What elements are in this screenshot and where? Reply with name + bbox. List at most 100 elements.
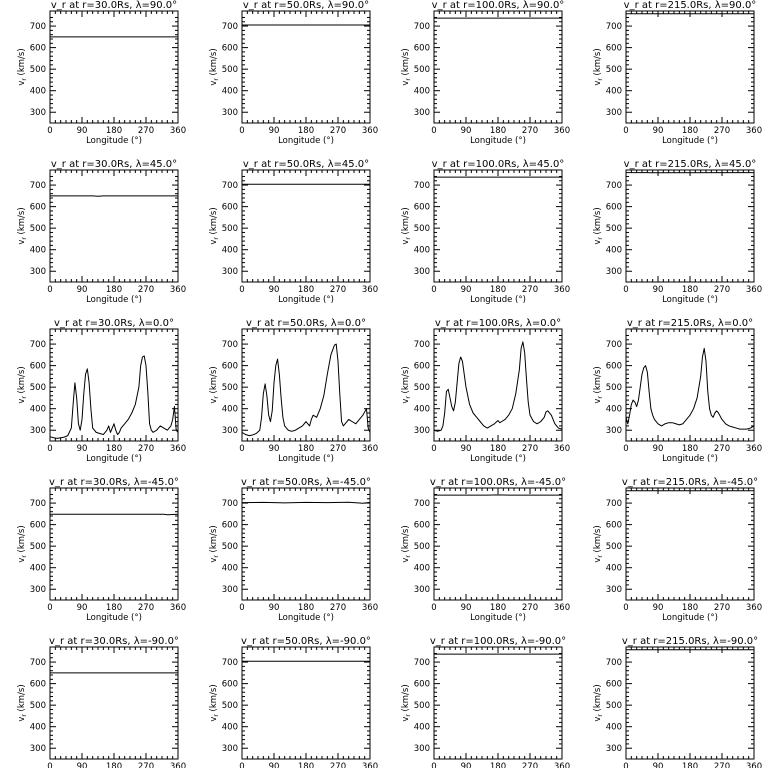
subplot-title: v_r at r=100.0Rs, λ=0.0°	[435, 318, 561, 329]
y-tick-label: 400	[606, 564, 622, 574]
x-tick-label: 90	[269, 603, 280, 613]
x-axis-label: Longitude (°)	[86, 295, 142, 305]
x-axis-label: Longitude (°)	[278, 136, 334, 146]
subplot-1: 0 90 180 270 360 300 400 500 600 700 v_r at r=30.0…	[17, 0, 186, 146]
y-tick-label: 400	[606, 246, 622, 256]
x-tick-label: 0	[623, 603, 628, 613]
y-tick-label: 400	[222, 723, 238, 733]
series-line	[625, 347, 755, 430]
y-tick-label: 600	[414, 203, 430, 213]
x-tick-label: 0	[47, 444, 52, 454]
x-tick-label: 90	[653, 126, 664, 136]
y-tick-label: 500	[30, 383, 46, 393]
y-tick-label: 600	[606, 680, 622, 690]
y-tick-label: 700	[222, 181, 238, 191]
y-tick-label: 700	[30, 22, 46, 32]
x-tick-label: 360	[746, 126, 762, 136]
y-tick-label: 600	[222, 203, 238, 213]
x-tick-label: 360	[362, 285, 378, 295]
x-tick-label: 270	[522, 444, 538, 454]
subplot-2: 0 90 180 270 360 300 400 500 600 700 v_r at r=50.0…	[209, 0, 378, 146]
y-tick-label: 300	[30, 426, 46, 436]
x-tick-label: 270	[714, 762, 730, 768]
x-tick-label: 180	[298, 603, 314, 613]
y-tick-label: 500	[30, 701, 46, 711]
x-tick-label: 90	[77, 285, 88, 295]
y-axis-label: vr (km/s)	[593, 684, 604, 721]
subplot-20: 0 90 180 270 360 300 400 500 600 700 v_r at r=215.…	[593, 636, 762, 768]
y-tick-label: 300	[222, 585, 238, 595]
y-tick-label: 400	[30, 723, 46, 733]
x-tick-label: 180	[490, 603, 506, 613]
subplot-7: 0 90 180 270 360 300 400 500 600 700 v_r at r=100.…	[401, 159, 570, 305]
x-tick-label: 180	[298, 126, 314, 136]
y-tick-label: 400	[222, 87, 238, 97]
y-tick-label: 300	[606, 585, 622, 595]
x-tick-label: 180	[106, 126, 122, 136]
plot-frame	[625, 487, 755, 601]
subplot-title: v_r at r=50.0Rs, λ=90.0°	[243, 0, 369, 11]
plot-frame	[433, 328, 563, 442]
plot-frame	[625, 169, 755, 283]
y-axis-label: vr (km/s)	[401, 525, 412, 562]
y-axis-label: vr (km/s)	[17, 525, 28, 562]
y-tick-label: 500	[606, 383, 622, 393]
x-tick-label: 360	[170, 126, 186, 136]
y-tick-label: 300	[606, 744, 622, 754]
y-tick-label: 600	[222, 521, 238, 531]
x-tick-label: 270	[522, 285, 538, 295]
y-tick-label: 300	[222, 108, 238, 118]
x-axis-label: Longitude (°)	[86, 136, 142, 146]
y-tick-label: 500	[30, 65, 46, 75]
y-tick-label: 600	[222, 680, 238, 690]
x-tick-label: 270	[522, 126, 538, 136]
y-tick-label: 600	[606, 44, 622, 54]
x-axis-label: Longitude (°)	[470, 295, 526, 305]
plot-frame	[625, 10, 755, 124]
x-tick-label: 90	[77, 126, 88, 136]
y-tick-label: 700	[414, 22, 430, 32]
y-axis-label: vr (km/s)	[209, 525, 220, 562]
x-tick-label: 0	[239, 285, 244, 295]
subplot-title: v_r at r=215.0Rs, λ=-45.0°	[622, 477, 758, 488]
x-tick-label: 270	[330, 126, 346, 136]
x-tick-label: 360	[746, 285, 762, 295]
x-tick-label: 0	[431, 444, 436, 454]
x-tick-label: 360	[170, 444, 186, 454]
y-tick-label: 500	[606, 65, 622, 75]
subplot-18: 0 90 180 270 360 300 400 500 600 700 v_r at r=50.0…	[209, 636, 378, 768]
x-tick-label: 360	[554, 762, 570, 768]
y-tick-label: 700	[30, 181, 46, 191]
y-tick-label: 600	[414, 680, 430, 690]
subplot-10: 0 90 180 270 360 300 400 500 600 700 v_r at r=50.0…	[209, 318, 378, 464]
y-axis-label: vr (km/s)	[17, 207, 28, 244]
y-axis-label: vr (km/s)	[209, 207, 220, 244]
y-tick-label: 400	[30, 87, 46, 97]
subplot-16: 0 90 180 270 360 300 400 500 600 700 v_r at r=215.…	[593, 477, 762, 623]
x-tick-label: 180	[298, 762, 314, 768]
x-tick-label: 180	[106, 444, 122, 454]
y-tick-label: 300	[222, 426, 238, 436]
subplot-title: v_r at r=50.0Rs, λ=-45.0°	[241, 477, 371, 488]
x-tick-label: 270	[138, 126, 154, 136]
x-tick-label: 90	[653, 444, 664, 454]
subplot-15: 0 90 180 270 360 300 400 500 600 700 v_r at r=100.…	[401, 477, 570, 623]
y-tick-label: 600	[30, 44, 46, 54]
x-tick-label: 270	[714, 285, 730, 295]
y-tick-label: 300	[222, 267, 238, 277]
plot-frame	[49, 169, 179, 283]
plot-frame	[241, 487, 371, 601]
x-tick-label: 0	[623, 444, 628, 454]
x-tick-label: 0	[47, 285, 52, 295]
y-axis-label: vr (km/s)	[209, 366, 220, 403]
subplot-title: v_r at r=30.0Rs, λ=0.0°	[54, 318, 174, 329]
y-tick-label: 400	[30, 246, 46, 256]
y-tick-label: 300	[606, 426, 622, 436]
y-tick-label: 400	[414, 564, 430, 574]
y-tick-label: 400	[414, 87, 430, 97]
y-tick-label: 600	[30, 680, 46, 690]
x-tick-label: 0	[623, 285, 628, 295]
x-tick-label: 360	[554, 444, 570, 454]
y-tick-label: 600	[30, 203, 46, 213]
